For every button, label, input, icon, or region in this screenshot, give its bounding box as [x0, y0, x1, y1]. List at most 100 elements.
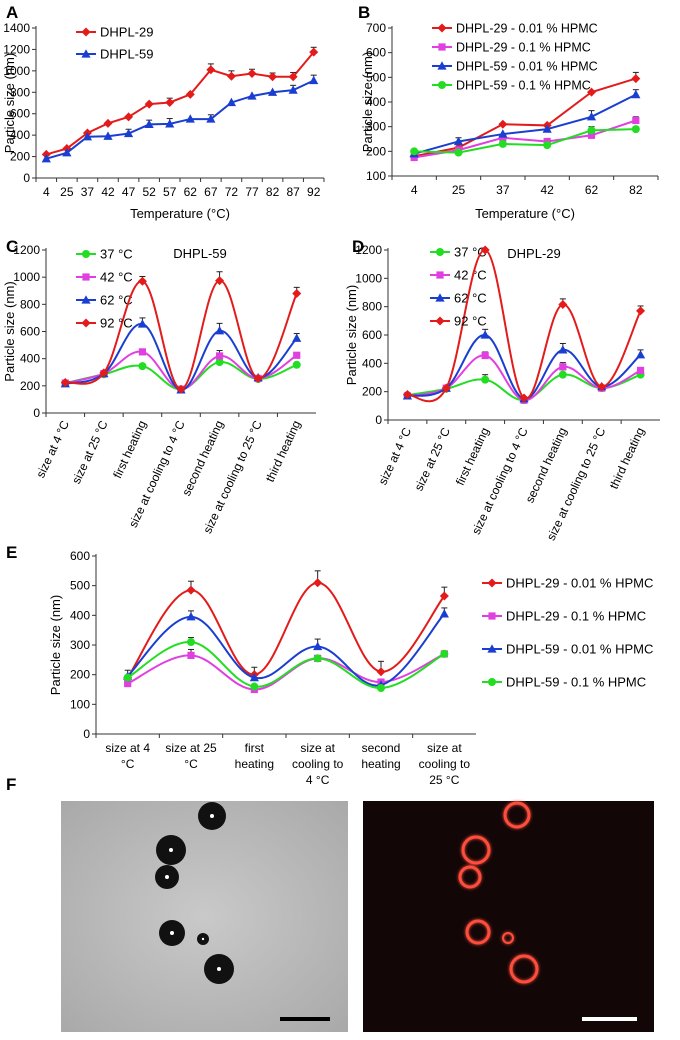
y-tick-label: 1000: [3, 64, 30, 78]
data-point: [288, 72, 298, 82]
legend-label: 92 °C: [454, 314, 487, 329]
legend-entry: DHPL-59 - 0.1 % HPMC: [432, 79, 591, 93]
legend-label: 42 °C: [454, 268, 487, 283]
y-tick-label: 0: [83, 727, 90, 741]
legend-entry: DHPL-29 - 0.01 % HPMC: [482, 576, 653, 591]
data-point: [480, 245, 490, 255]
droplet: [159, 920, 185, 946]
x-tick-label: size at 4 °C: [375, 425, 414, 487]
data-point: [293, 351, 301, 359]
data-point: [124, 679, 132, 688]
x-tick-label: 92: [307, 185, 321, 199]
droplet: [503, 801, 531, 829]
legend-entry: DHPL-29 - 0.01 % HPMC: [432, 22, 598, 36]
y-tick-label: 1200: [3, 42, 30, 56]
data-point: [144, 99, 154, 109]
x-tick-label: third heating: [263, 418, 304, 484]
data-point: [99, 368, 109, 378]
legend-label: DHPL-29 - 0.01 % HPMC: [456, 22, 598, 36]
legend-marker: [81, 318, 91, 328]
legend-label: DHPL-59 - 0.01 % HPMC: [506, 642, 653, 657]
data-point: [309, 47, 319, 57]
data-point: [103, 131, 113, 140]
series-dhpl-59-0-01-hpmc: [409, 89, 641, 158]
data-point: [636, 366, 645, 375]
data-point: [635, 350, 646, 359]
legend-marker: [487, 578, 497, 588]
legend-label: 62 °C: [454, 291, 487, 306]
data-point: [587, 126, 596, 135]
series-dhpl-59: [41, 74, 319, 163]
legend-label: DHPL-29 - 0.1 % HPMC: [456, 41, 591, 55]
data-point: [62, 148, 72, 157]
chart-title: DHPL-59: [173, 246, 226, 261]
x-tick-label: 47: [122, 185, 136, 199]
x-tick-label: 87: [286, 185, 300, 199]
data-point: [186, 612, 196, 621]
x-tick-label: first heating: [110, 418, 149, 480]
legend-entry: DHPL-59: [76, 47, 153, 62]
y-tick-label: 200: [20, 379, 40, 393]
data-point: [138, 348, 147, 356]
legend-marker: [438, 43, 446, 51]
y-tick-label: 400: [362, 356, 382, 370]
data-point: [441, 383, 451, 393]
legend-entry: DHPL-59 - 0.01 % HPMC: [432, 60, 598, 74]
legend-label: DHPL-59 - 0.1 % HPMC: [506, 675, 646, 690]
legend-label: 42 °C: [100, 270, 133, 285]
series-line: [413, 77, 637, 158]
data-point: [558, 370, 567, 379]
legend-marker: [437, 23, 447, 33]
panel-label-e: E: [6, 543, 17, 562]
data-point: [123, 128, 134, 138]
legend-marker: [487, 644, 497, 653]
data-point: [206, 114, 216, 123]
data-point: [292, 360, 301, 369]
x-tick-label: 77: [245, 185, 259, 199]
y-tick-label: 0: [33, 406, 40, 420]
data-point: [454, 148, 463, 157]
x-tick-label: 42: [540, 183, 554, 197]
scale-bar: [582, 1017, 637, 1021]
y-tick-label: 300: [366, 120, 386, 134]
legend-label: DHPL-59 - 0.01 % HPMC: [456, 60, 598, 74]
data-point: [267, 87, 278, 96]
series-line: [126, 613, 446, 687]
data-point: [103, 118, 113, 128]
x-axis-label: Temperature (°C): [475, 206, 575, 221]
data-point: [480, 330, 490, 339]
series-92-c: [402, 245, 646, 403]
y-tick-label: 1200: [355, 243, 382, 257]
y-tick-label: 100: [366, 169, 386, 183]
legend-marker: [82, 273, 90, 281]
panel-label-b: B: [358, 3, 370, 22]
y-tick-label: 800: [362, 300, 382, 314]
data-point: [226, 71, 236, 81]
data-point: [214, 326, 225, 335]
legend-entry: DHPL-29 - 0.1 % HPMC: [432, 41, 591, 55]
legend-entry: DHPL-29: [76, 25, 153, 40]
panel-label-f: F: [6, 775, 16, 794]
y-tick-label: 600: [366, 46, 386, 60]
y-tick-label: 400: [70, 608, 90, 622]
data-point: [481, 375, 490, 384]
data-point: [558, 345, 568, 354]
legend-label: 92 °C: [100, 316, 133, 331]
y-tick-label: 1200: [13, 243, 40, 257]
data-point: [587, 87, 596, 97]
data-point: [137, 276, 147, 286]
data-point: [250, 682, 259, 691]
x-tick-label: 82: [266, 185, 280, 199]
droplet: [509, 954, 539, 984]
data-point: [41, 153, 51, 163]
y-tick-label: 1400: [3, 21, 30, 35]
legend-entry: 62 °C: [430, 291, 487, 306]
y-axis-label: Particle size (nm): [48, 595, 63, 695]
data-point: [632, 116, 640, 125]
legend-marker: [488, 612, 496, 620]
x-tick-label: size at 25 °C: [412, 425, 454, 493]
data-point: [186, 585, 196, 595]
data-point: [206, 65, 216, 75]
legend-marker: [435, 316, 445, 326]
